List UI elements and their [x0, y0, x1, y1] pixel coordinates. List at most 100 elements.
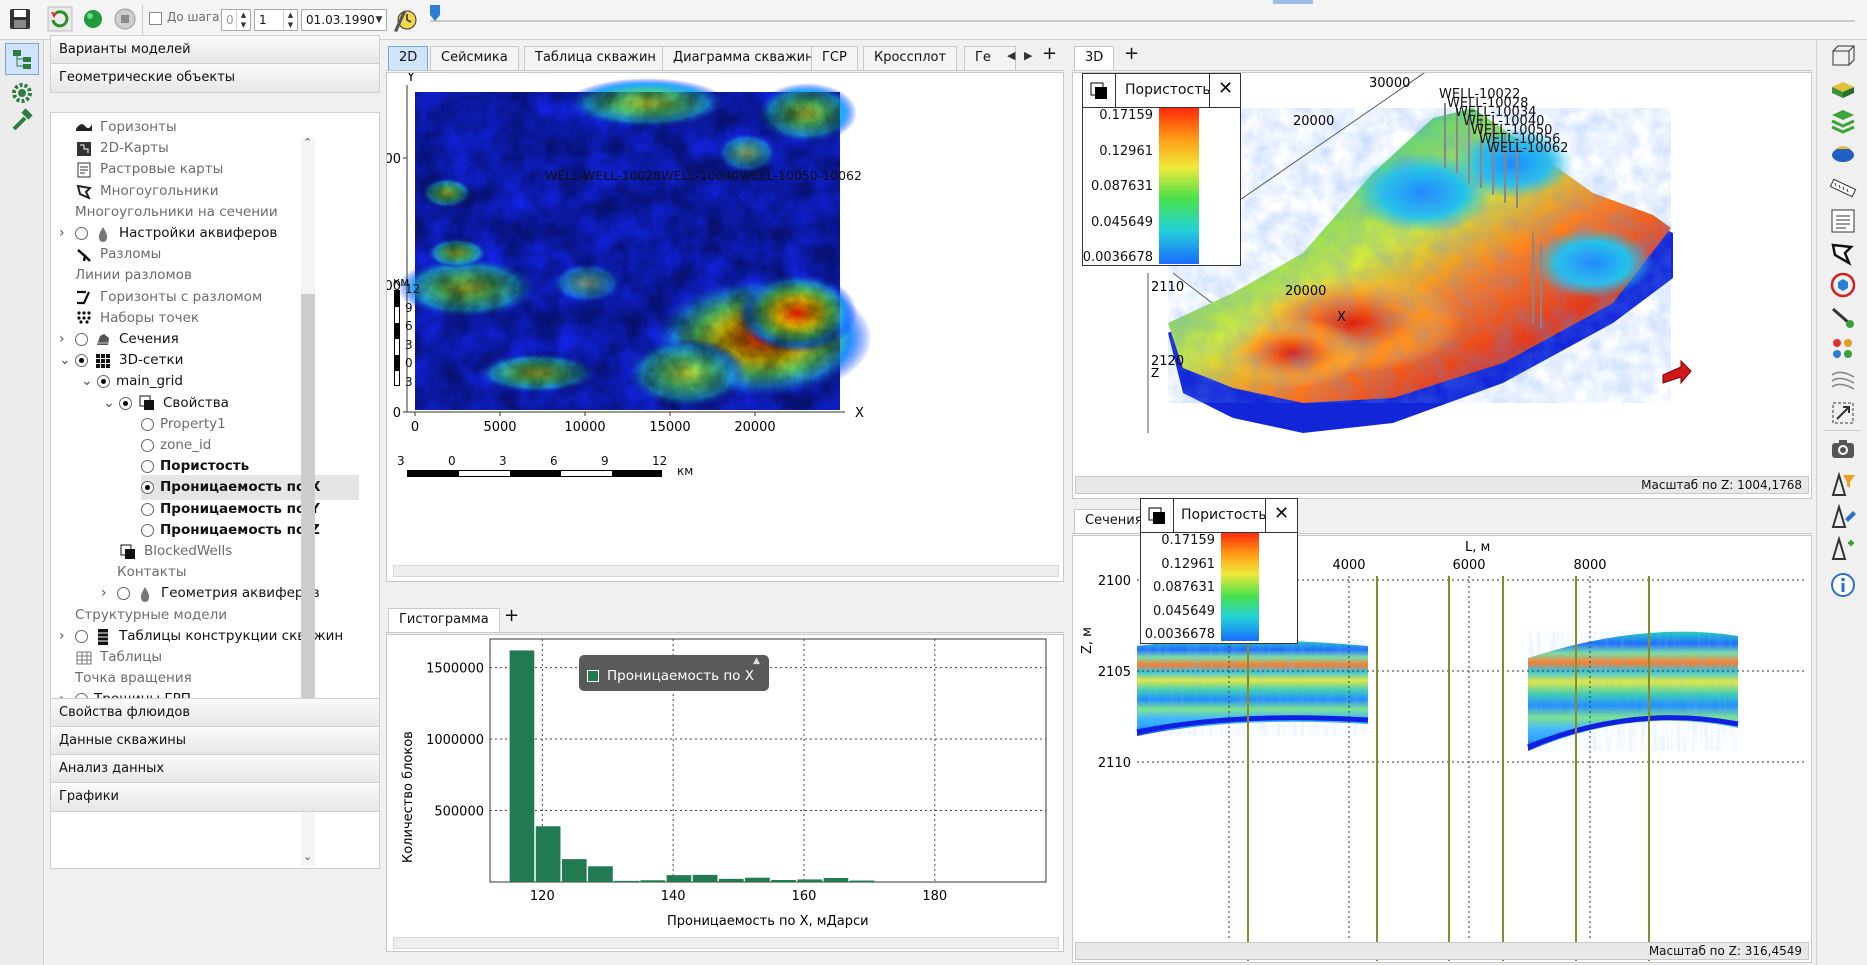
- well-edit-icon[interactable]: [1829, 503, 1857, 530]
- tab-histogram[interactable]: Гистограмма: [388, 608, 500, 632]
- step-checkbox[interactable]: [149, 12, 162, 25]
- scrollbar-thumb[interactable]: [301, 294, 315, 759]
- tree-item[interactable]: Проницаемость по Y: [141, 497, 320, 522]
- scroll-down-icon[interactable]: ⌄: [303, 850, 313, 863]
- tree-item[interactable]: Настройки аквиферов: [75, 221, 277, 246]
- tree-item[interactable]: Многоугольники на сечении: [75, 200, 278, 225]
- camera-icon[interactable]: [1829, 436, 1857, 462]
- tree-item[interactable]: Property1: [141, 412, 226, 437]
- visibility-radio[interactable]: [119, 396, 132, 410]
- well-add-icon[interactable]: [1829, 535, 1857, 562]
- chevron-down-icon[interactable]: ⌄: [59, 352, 71, 369]
- visibility-radio[interactable]: [75, 629, 88, 643]
- polygon-edit-icon[interactable]: [1829, 240, 1857, 266]
- chevron-down-icon[interactable]: ⌄: [103, 394, 115, 411]
- tree-item[interactable]: Таблицы конструкции скважин: [75, 624, 343, 649]
- tree-item[interactable]: Сечения: [75, 327, 179, 352]
- gear-icon[interactable]: [9, 80, 35, 106]
- visibility-radio[interactable]: [141, 481, 154, 495]
- visibility-radio[interactable]: [75, 333, 88, 346]
- close-icon[interactable]: ✕: [1218, 78, 1234, 99]
- visibility-radio[interactable]: [141, 439, 154, 452]
- spin-arrows-icon[interactable]: ▲ ▼: [283, 10, 297, 30]
- tab-gsr[interactable]: ГСР: [811, 46, 858, 70]
- histogram-hscrollbar[interactable]: [393, 937, 1059, 949]
- visibility-radio[interactable]: [141, 502, 154, 516]
- recalculate-icon[interactable]: [46, 5, 74, 33]
- tab-seismic[interactable]: Сейсмика: [430, 46, 519, 70]
- chevron-down-icon[interactable]: ⌄: [81, 373, 93, 390]
- orientation-arrow-icon[interactable]: [1662, 359, 1692, 385]
- map-hscrollbar[interactable]: [393, 565, 1059, 577]
- layered-cubes-icon[interactable]: [1829, 76, 1857, 102]
- tab-scroll-right-icon[interactable]: ▶: [1024, 49, 1033, 62]
- cube-wireframe-icon[interactable]: [1829, 44, 1857, 70]
- stacked-layers-icon[interactable]: [1829, 108, 1857, 134]
- fluid-surface-icon[interactable]: [1829, 140, 1857, 166]
- section-geometric-objects[interactable]: Геометрические объекты: [50, 63, 380, 93]
- chevron-right-icon[interactable]: ›: [59, 225, 65, 241]
- contour-lines-icon[interactable]: [1829, 368, 1857, 394]
- ruler-icon[interactable]: [1829, 176, 1857, 202]
- tree-item[interactable]: Горизонты: [75, 115, 177, 140]
- pen-green-icon[interactable]: [1829, 304, 1857, 330]
- histogram-view[interactable]: 120 140 160 180 1500000 1000000 500000 Прониц…: [386, 634, 1064, 952]
- save-icon[interactable]: [6, 5, 34, 33]
- run-icon[interactable]: [79, 5, 107, 33]
- tree-item[interactable]: Линии разломов: [75, 263, 192, 288]
- tab-ge[interactable]: Ге: [964, 46, 1016, 70]
- tab-well-diagram[interactable]: Диаграмма скважин: [662, 46, 825, 70]
- chevron-right-icon[interactable]: ›: [59, 627, 65, 644]
- visibility-radio[interactable]: [141, 523, 154, 537]
- tree-item[interactable]: Таблицы: [75, 645, 162, 670]
- zoom-fit-icon[interactable]: [1829, 400, 1857, 426]
- legend-style-icon[interactable]: [1089, 81, 1109, 101]
- step-from-input[interactable]: 0 ▲ ▼: [221, 9, 251, 31]
- legend-collapse-icon[interactable]: ▲: [753, 656, 760, 666]
- tree-item[interactable]: Геометрия аквиферов: [117, 581, 320, 606]
- chevron-right-icon[interactable]: ›: [101, 585, 107, 602]
- compass-clock-icon[interactable]: [391, 5, 419, 33]
- visibility-radio[interactable]: [117, 587, 130, 601]
- filter-well-icon[interactable]: [1829, 471, 1857, 498]
- tree-item[interactable]: Разломы: [75, 242, 161, 267]
- tree-item[interactable]: BlockedWells: [119, 539, 232, 564]
- section-data-analysis[interactable]: Анализ данных: [50, 754, 380, 784]
- tree-item[interactable]: 2D-Карты: [75, 136, 169, 161]
- section-model-variants[interactable]: Варианты моделей: [50, 35, 380, 65]
- tree-item[interactable]: main_grid: [97, 369, 183, 394]
- tab-3d[interactable]: 3D: [1074, 46, 1115, 70]
- tree-item[interactable]: 3D-сетки: [75, 348, 183, 373]
- timeline-track[interactable]: [430, 20, 1855, 22]
- tree-item[interactable]: zone_id: [141, 433, 211, 458]
- tree-item[interactable]: Проницаемость по Z: [141, 518, 320, 543]
- date-select[interactable]: 01.03.1990 ▼: [301, 9, 387, 31]
- tab-crossplot[interactable]: Кроссплот: [863, 46, 958, 70]
- tab-well-table[interactable]: Таблица скважин: [524, 46, 667, 70]
- map2d-view[interactable]: Y X 40000 20000 0 0 5000 10000 15000 20000 WEL…: [386, 72, 1064, 582]
- section-fluid-properties[interactable]: Свойства флюидов: [50, 698, 380, 728]
- tab-2d[interactable]: 2D: [388, 46, 428, 70]
- scroll-up-icon[interactable]: ⌃: [303, 136, 313, 149]
- tree-item[interactable]: Структурные модели: [75, 603, 227, 628]
- tree-scrollbar[interactable]: ⌃ ⌄: [301, 136, 315, 866]
- section-plots[interactable]: Графики: [50, 782, 380, 812]
- legend-style-icon[interactable]: [1147, 506, 1167, 526]
- tree-item[interactable]: Горизонты с разломом: [75, 285, 262, 310]
- visibility-radio[interactable]: [141, 417, 154, 431]
- timeline-slider-handle[interactable]: [429, 4, 441, 22]
- section-well-data[interactable]: Данные скважины: [50, 726, 380, 756]
- visibility-radio[interactable]: [141, 460, 154, 474]
- close-icon[interactable]: ✕: [1274, 503, 1290, 524]
- palette-icon[interactable]: [1829, 336, 1857, 362]
- tree-item[interactable]: Растровые карты: [75, 157, 223, 182]
- tree-item[interactable]: Проницаемость по X: [141, 475, 359, 501]
- tree-item[interactable]: Контакты: [117, 560, 186, 585]
- visibility-radio[interactable]: [75, 227, 88, 240]
- visibility-radio[interactable]: [75, 354, 88, 368]
- add-tab-icon[interactable]: +: [1124, 43, 1140, 64]
- chevron-right-icon[interactable]: ›: [59, 331, 65, 347]
- hammer-icon[interactable]: [9, 108, 35, 134]
- tree-item[interactable]: Точка вращения: [75, 666, 192, 691]
